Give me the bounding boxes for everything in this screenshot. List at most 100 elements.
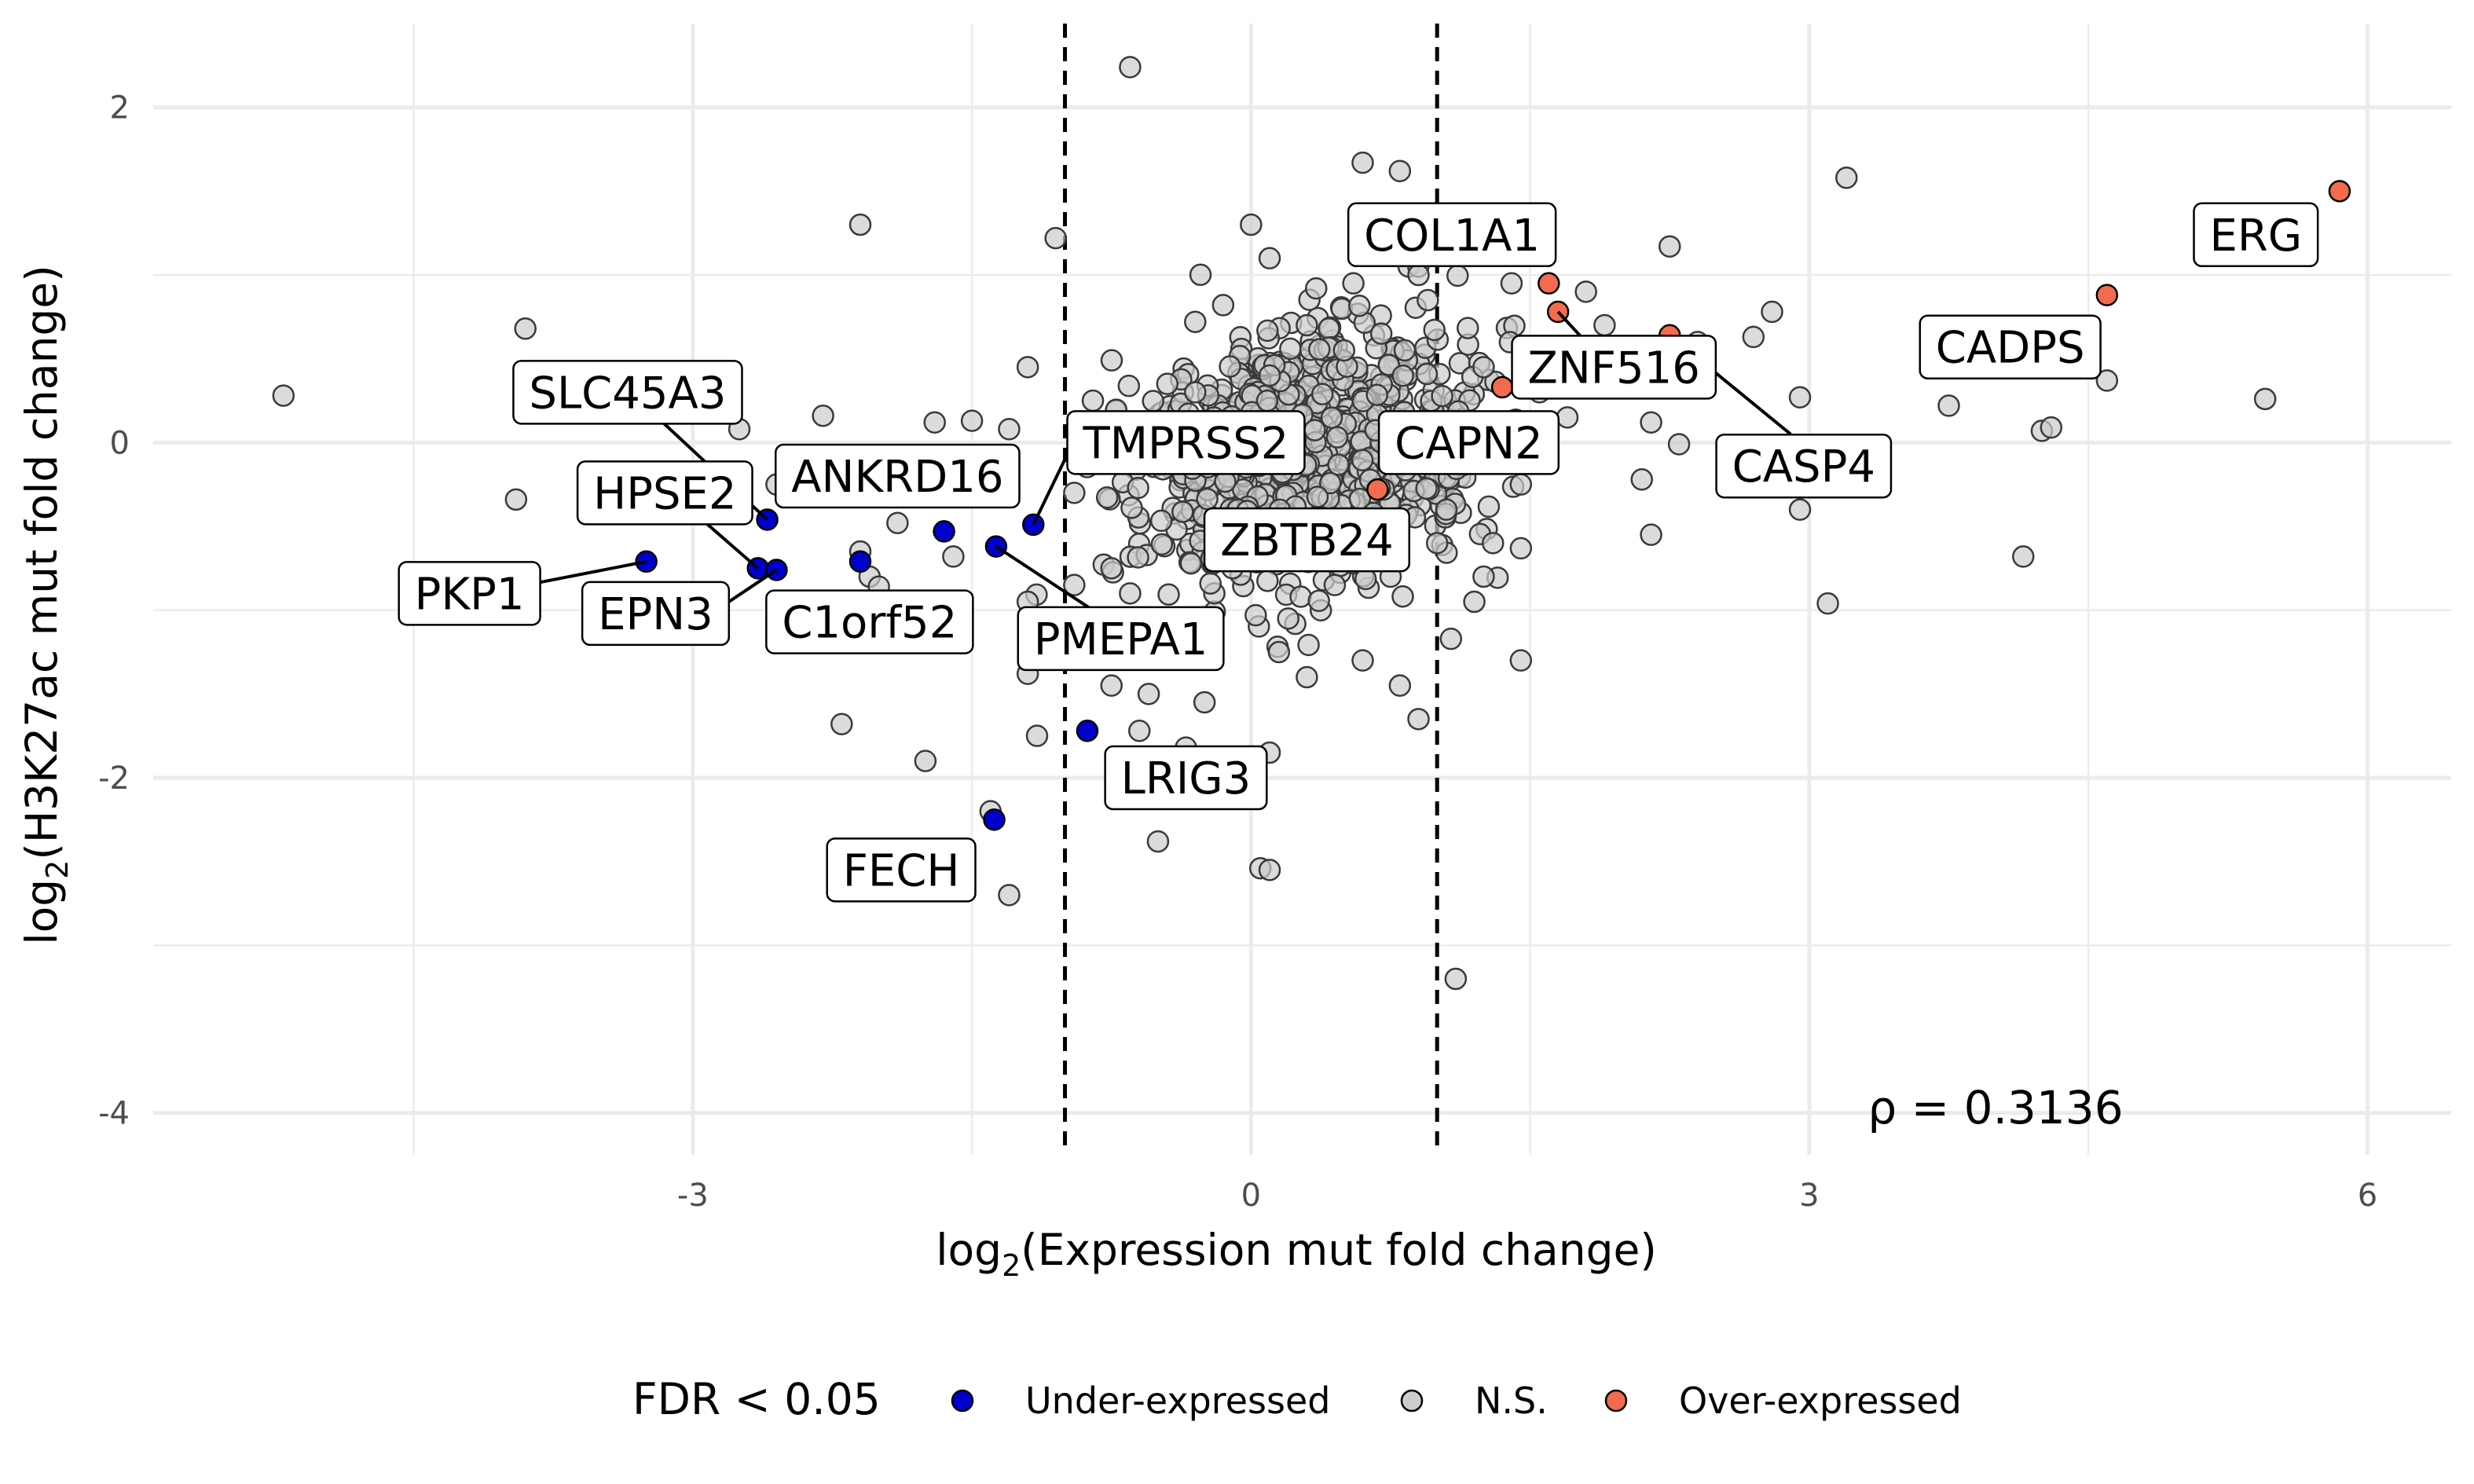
ns-point: [1100, 557, 1123, 580]
ns-point: [1388, 674, 1412, 697]
ns-point: [1196, 487, 1219, 511]
ns-point: [1444, 967, 1468, 991]
ns-point: [1509, 537, 1533, 560]
ns-point: [1156, 372, 1179, 395]
svg-text:CAPN2: CAPN2: [1395, 418, 1543, 469]
ns-point: [1127, 476, 1149, 500]
ns-point: [1425, 532, 1449, 555]
ns-point: [1630, 468, 1653, 491]
svg-text:COL1A1: COL1A1: [1364, 211, 1540, 262]
ns-point: [1472, 565, 1495, 588]
legend-title: FDR < 0.05: [632, 1374, 881, 1424]
ns-point: [1761, 300, 1783, 324]
x-tick-label: 3: [1799, 1178, 1819, 1214]
ns-point: [1415, 362, 1439, 386]
ns-point: [1044, 226, 1067, 250]
ns-point: [1219, 355, 1241, 378]
ns-point: [1193, 691, 1216, 714]
svg-text:TMPRSS2: TMPRSS2: [1083, 418, 1289, 469]
svg-text:CADPS: CADPS: [1936, 323, 2085, 374]
ns-point: [1446, 264, 1469, 288]
ns-point: [1146, 830, 1170, 853]
legend-entry-1: N.S.: [1400, 1380, 1548, 1422]
ns-point: [1318, 317, 1340, 340]
x-tick-label: 0: [1241, 1178, 1261, 1214]
legend-label: Over-expressed: [1679, 1380, 1962, 1422]
ns-point: [1365, 383, 1389, 406]
label-pmepa1: PMEPA1: [1017, 606, 1225, 672]
y-tick-label: 2: [110, 90, 130, 126]
ns-point: [2012, 545, 2035, 568]
ns-point: [848, 213, 872, 236]
ns-point: [1184, 310, 1207, 333]
svg-text:ZBTB24: ZBTB24: [1220, 515, 1394, 566]
ns-point: [1393, 339, 1417, 362]
ns-point: [1258, 859, 1281, 881]
ns-point: [1640, 411, 1662, 434]
leader-line: [725, 568, 778, 605]
ns-point: [1081, 389, 1105, 412]
ns-point: [1256, 319, 1279, 343]
ns-point: [1407, 263, 1430, 287]
ns-point: [1435, 498, 1458, 521]
ns-point: [514, 317, 537, 340]
point-capn2: [1490, 376, 1514, 399]
svg-text:ERG: ERG: [2209, 211, 2302, 262]
svg-text:C1orf52: C1orf52: [782, 598, 957, 649]
leader-line: [1032, 458, 1067, 526]
ns-point: [1150, 533, 1174, 556]
ns-point: [1477, 495, 1501, 518]
ns-point: [1351, 151, 1374, 174]
ns-point: [1297, 633, 1320, 657]
point-c1orf52: [933, 520, 955, 543]
legend: FDR < 0.05 Under-expressed N.S. Over-expre…: [632, 1374, 1962, 1424]
ns-point: [1391, 584, 1414, 608]
leader-line: [534, 559, 647, 585]
ns-point: [1472, 356, 1495, 379]
ns-point: [1439, 627, 1463, 650]
ns-point: [1388, 159, 1412, 182]
ns-point: [1240, 213, 1263, 236]
y-tick-label: -2: [98, 760, 130, 797]
ns-point: [2095, 369, 2119, 392]
ns-point: [1256, 570, 1279, 592]
ns-point: [2040, 416, 2063, 439]
ns-point: [1431, 384, 1453, 408]
point-col1a1: [1538, 272, 1560, 295]
svg-text:PKP1: PKP1: [415, 569, 525, 620]
ns-point: [1417, 288, 1439, 312]
point-lrig3: [1076, 720, 1099, 742]
ns-point: [1199, 572, 1222, 595]
ns-point: [1063, 573, 1086, 596]
ns-point: [942, 545, 965, 568]
ns-point: [1267, 640, 1291, 664]
label-col1a1: COL1A1: [1347, 202, 1557, 268]
ns-point: [1667, 433, 1691, 456]
ns-point: [1482, 532, 1505, 555]
ns-point: [1305, 277, 1328, 300]
ns-point: [1157, 583, 1180, 606]
svg-text:EPN3: EPN3: [598, 589, 713, 640]
ns-point: [1184, 381, 1207, 404]
ns-point: [1640, 523, 1662, 546]
label-c1orf52: C1orf52: [765, 589, 974, 654]
ns-point: [1457, 317, 1479, 339]
ns-point: [1308, 338, 1331, 361]
legend-label: Under-expressed: [1025, 1380, 1330, 1422]
label-erg: ERG: [2193, 202, 2319, 268]
label-epn3: EPN3: [581, 581, 731, 647]
ns-point: [886, 511, 909, 534]
svg-text:HPSE2: HPSE2: [593, 468, 736, 519]
ns-point: [1120, 496, 1143, 519]
ns-point: [1351, 649, 1374, 672]
y-axis-title: log2(H3K27ac mut fold change): [16, 265, 75, 944]
ns-point: [998, 418, 1021, 441]
ns-point: [1415, 477, 1438, 500]
ns-point: [1306, 486, 1329, 508]
ns-point: [1323, 573, 1347, 596]
ns-point: [1289, 585, 1312, 608]
ns-point: [1255, 389, 1279, 412]
label-znf516: ZNF516: [1511, 335, 1717, 400]
point-erg: [2328, 180, 2351, 203]
ns-point: [998, 884, 1021, 907]
